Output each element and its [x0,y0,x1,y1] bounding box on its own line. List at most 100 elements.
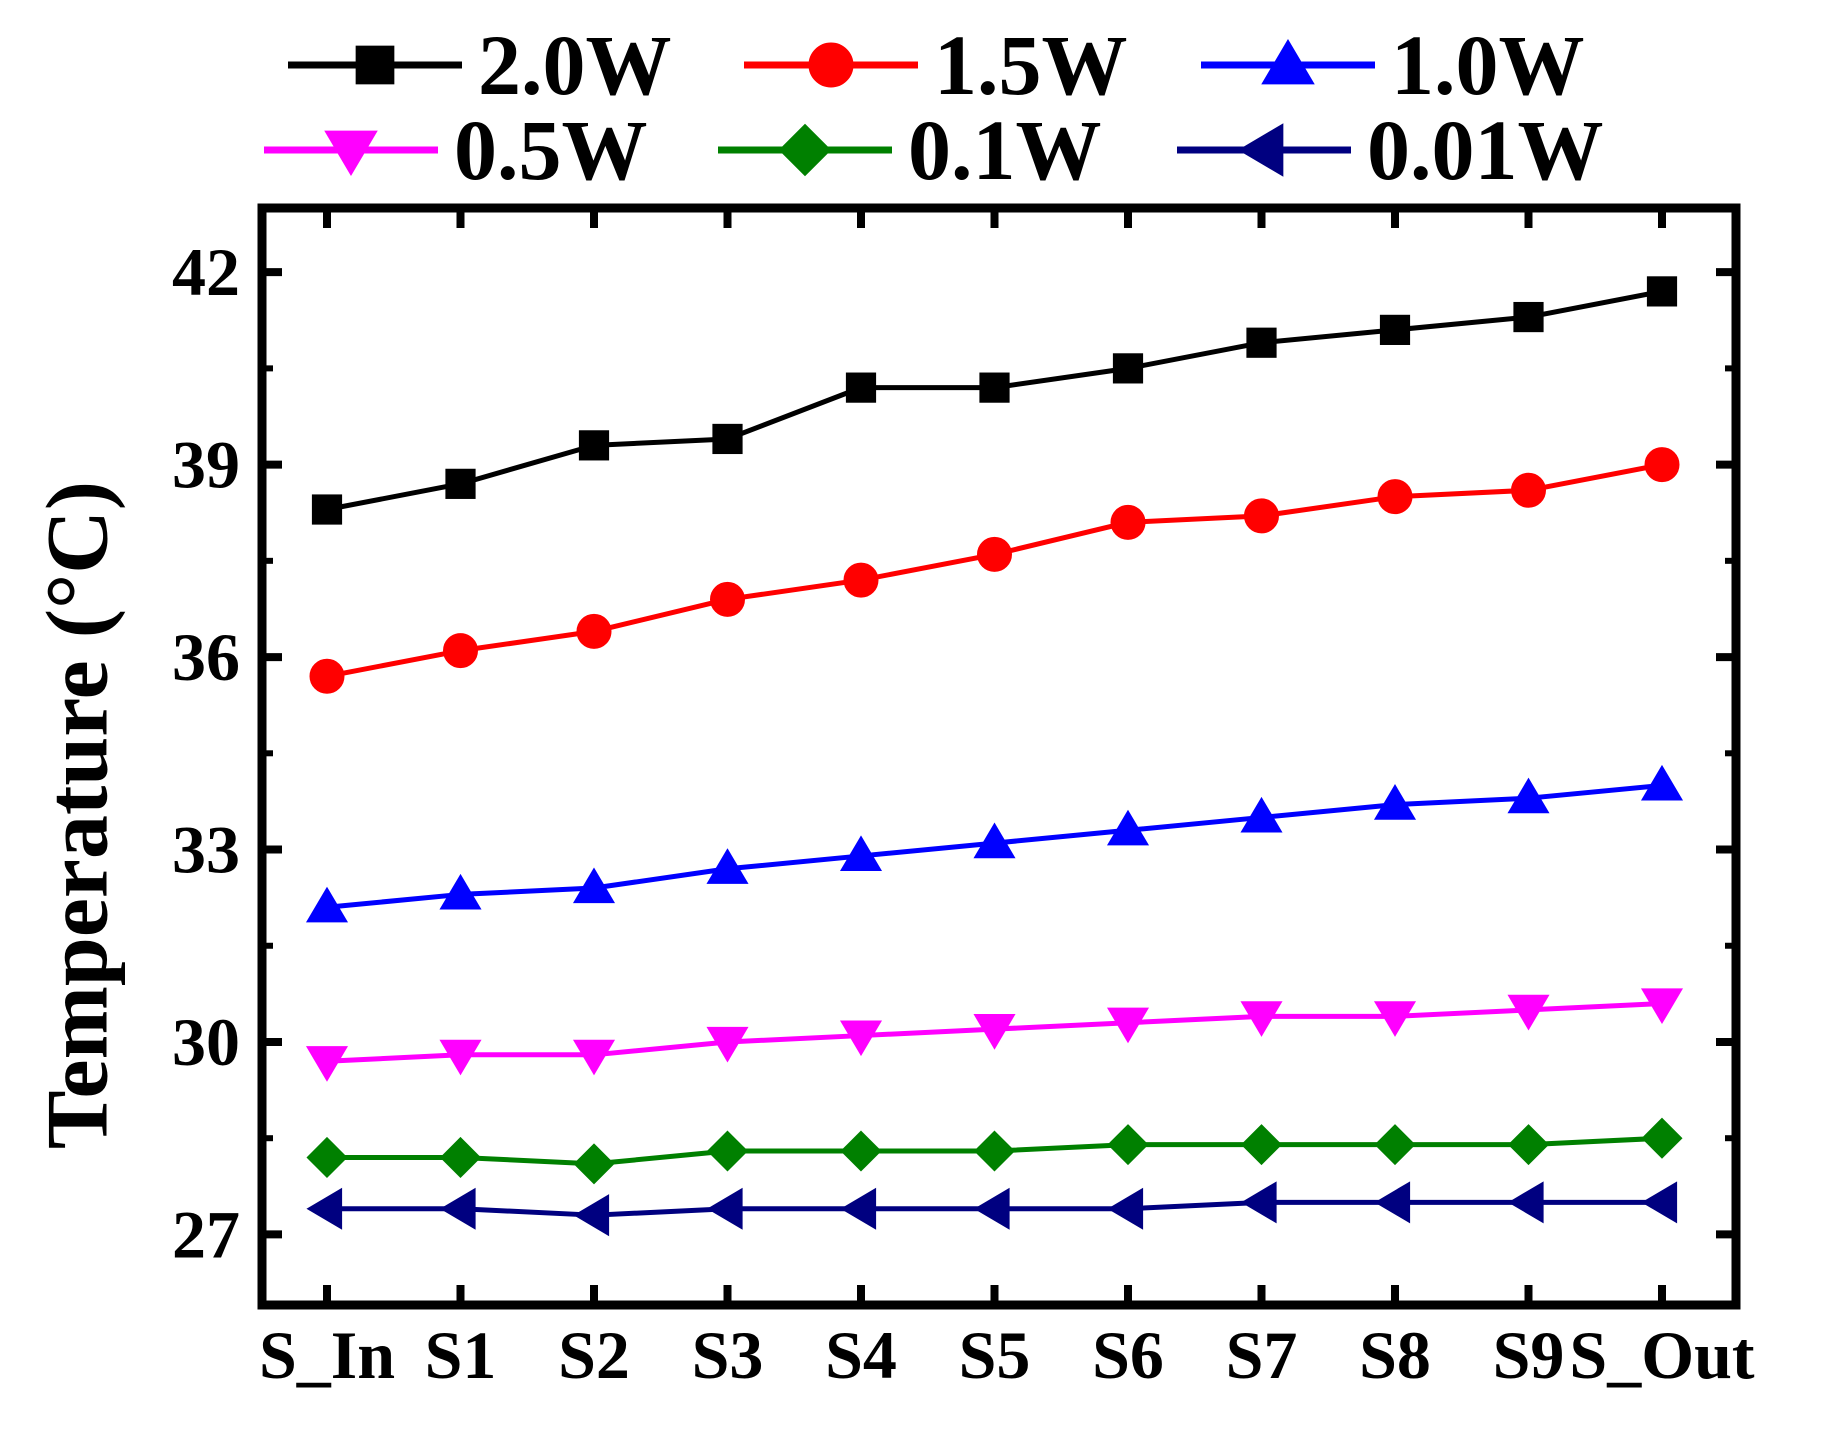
y-tick-label: 27 [172,1196,240,1272]
data-point [1373,1001,1417,1037]
axes: 27 30 33 36 39 42 S_In S1 S2 S3 S4 S5 S6 S7 S8 S9 S_Out [172,203,1755,1393]
data-point [572,1039,616,1076]
legend-label: 1.0W [1391,17,1585,113]
data-point [578,430,610,461]
data-point [845,372,877,403]
data-point [1240,796,1283,833]
series-1.5W [309,447,1680,694]
data-point [1112,353,1144,384]
data-point [576,613,612,649]
series-0.5W [305,988,1684,1082]
data-point [443,633,478,669]
series-2.0W [311,276,1678,525]
x-tick-label: S_Out [1569,1317,1755,1393]
series-1.0W [305,764,1684,923]
legend-item-0.01W: 0.01W [1177,102,1604,198]
data-point [439,1136,482,1178]
legend-item-1.5W: 1.5W [744,17,1128,113]
data-point [309,658,345,694]
data-point [710,581,745,617]
data-point [305,886,349,923]
data-point [840,1187,877,1230]
x-tick-label: S1 [425,1317,497,1393]
legend-item-1.0W: 1.0W [1201,17,1585,113]
x-tick-label: S2 [558,1317,630,1393]
data-point [979,372,1010,403]
legend-marker [778,123,832,177]
y-tick-label: 36 [172,619,240,695]
x-tick-label: S9 [1493,1317,1565,1393]
plot-frame [257,203,1741,1310]
data-point [1640,764,1684,801]
x-tick-label: S8 [1359,1317,1431,1393]
data-point [1110,504,1146,540]
x-tick-label: S5 [959,1317,1031,1393]
data-point [1513,301,1544,333]
data-point [1507,1124,1550,1166]
series-layer [305,276,1684,1237]
data-point [439,873,482,910]
data-point [305,1046,349,1082]
data-point [1240,1001,1283,1037]
data-point [839,1020,883,1057]
x-tick-label: S7 [1226,1317,1298,1393]
legend-label: 0.1W [908,102,1102,198]
legend-marker [324,130,378,177]
data-point [1246,327,1277,358]
x-tick-label: S4 [825,1317,897,1393]
data-point [1107,1124,1149,1166]
data-point [839,835,883,872]
data-point [1641,1117,1683,1159]
data-point [1240,1181,1277,1224]
data-point [1240,1124,1283,1166]
data-point [1644,447,1680,483]
data-point [439,1039,482,1076]
data-point [973,1130,1016,1172]
legend-item-0.1W: 0.1W [718,102,1102,198]
legend-marker [1261,38,1315,85]
data-point [1106,1007,1150,1044]
data-point [840,1130,882,1172]
data-point [843,562,879,598]
data-point [973,1014,1016,1050]
legend-label: 2.0W [478,17,672,113]
data-point [1379,314,1411,345]
data-point [306,1136,348,1178]
data-point [706,1130,749,1172]
x-tick-label: S6 [1092,1317,1164,1393]
data-point [706,1026,749,1063]
data-point [706,848,749,884]
data-point [1107,1187,1144,1230]
data-point [712,423,743,455]
data-point [973,1187,1010,1230]
data-point [1507,777,1550,814]
data-point [1641,1181,1678,1224]
legend-marker [355,45,395,85]
data-point [573,1143,615,1185]
series-0.1W [306,1117,1683,1185]
data-point [1374,1124,1416,1166]
x-tick-label: S_In [259,1317,395,1393]
data-point [1106,809,1150,846]
data-point [1377,479,1413,515]
y-tick-label: 42 [172,234,240,310]
legend-item-2.0W: 2.0W [288,17,672,113]
data-point [706,1187,743,1230]
data-point [573,1194,610,1237]
data-point [1646,276,1678,307]
y-tick-label: 33 [172,812,240,888]
data-point [1640,988,1684,1025]
legend-item-0.5W: 0.5W [264,102,648,198]
data-point [977,536,1012,572]
x-tick-label: S3 [692,1317,764,1393]
y-tick-label: 39 [172,427,240,503]
data-point [306,1187,343,1230]
data-point [1511,472,1546,508]
data-point [1374,1181,1411,1224]
data-point [439,1187,476,1230]
data-point [311,494,343,525]
legend-marker [808,42,854,88]
legend-marker [1237,123,1284,177]
